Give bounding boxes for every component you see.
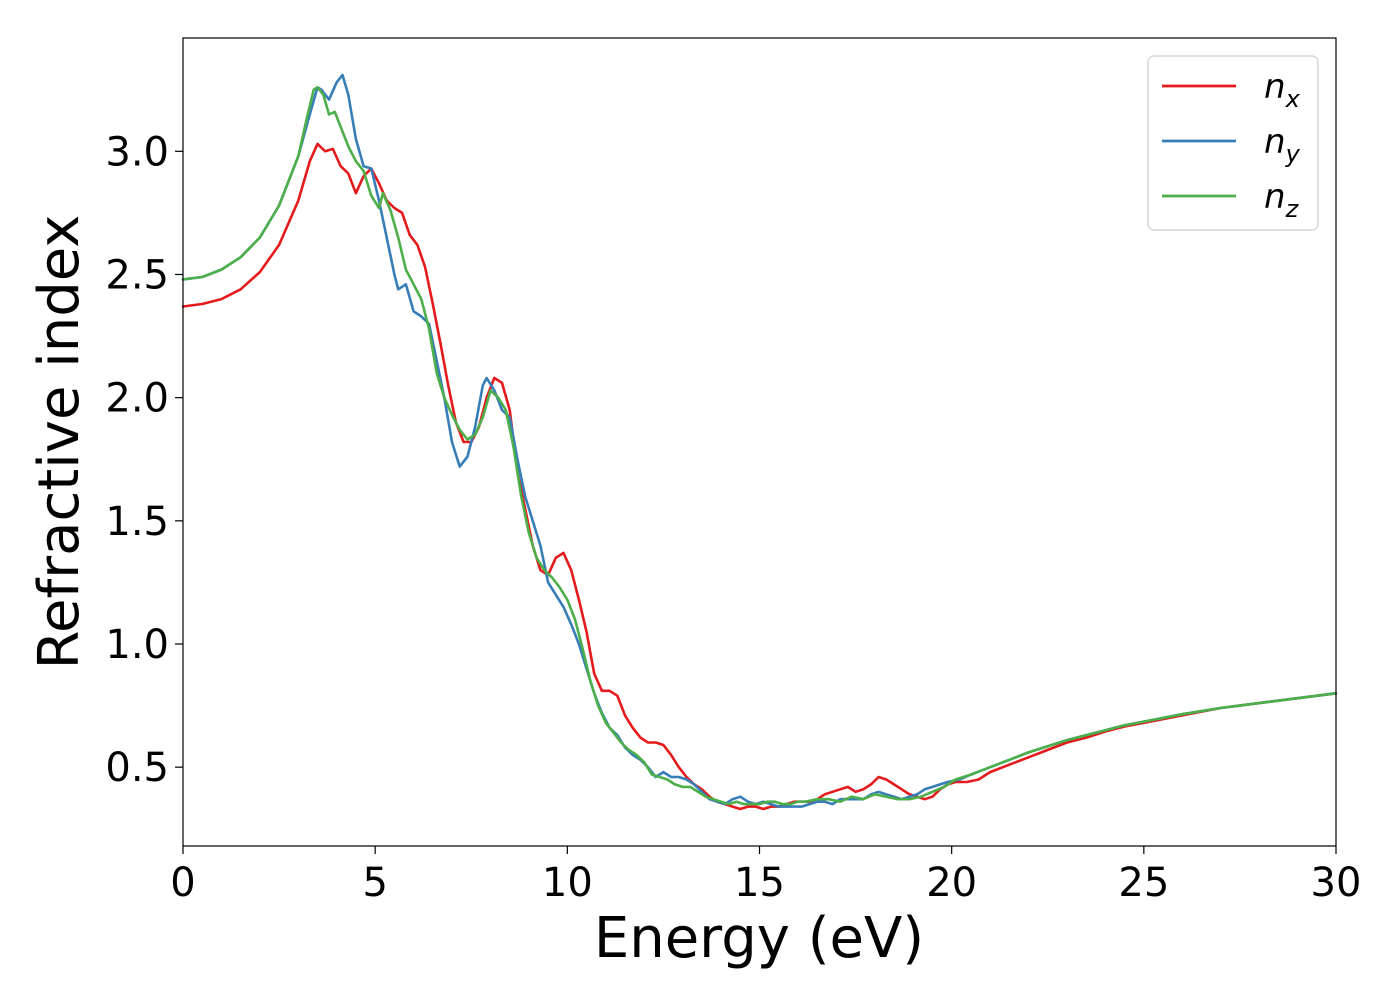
x-tick-label: 5 [362, 860, 387, 906]
x-axis-ticks: 0 5 10 15 20 25 30 [170, 846, 1361, 906]
legend-label-ny: ny [1264, 122, 1301, 168]
x-tick-label: 25 [1118, 860, 1169, 906]
x-tick-label: 30 [1311, 860, 1362, 906]
legend-box [1147, 55, 1319, 231]
series-line-nz [181, 86, 1338, 806]
x-axis-label: Energy (eV) [594, 906, 924, 971]
series-layer [181, 73, 1338, 811]
x-tick-label: 20 [926, 860, 977, 906]
y-axis-ticks: 0.5 1.0 1.5 2.0 2.5 3.0 [105, 129, 183, 791]
x-tick-label: 10 [542, 860, 593, 906]
legend-items: nx ny nz [1162, 67, 1301, 223]
y-tick-label: 1.5 [105, 499, 169, 545]
y-tick-label: 2.0 [105, 376, 169, 422]
series-line-nx [181, 142, 1338, 811]
legend: nx ny nz [1147, 55, 1319, 231]
x-tick-label: 15 [734, 860, 785, 906]
legend-label-nx: nx [1264, 67, 1301, 113]
y-tick-label: 3.0 [105, 129, 169, 175]
y-tick-label: 2.5 [105, 252, 169, 298]
y-tick-label: 0.5 [105, 745, 169, 791]
legend-label-nz: nz [1264, 177, 1300, 223]
x-tick-label: 0 [170, 860, 195, 906]
y-tick-label: 1.0 [105, 622, 169, 668]
y-axis-label: Refractive index [27, 215, 92, 670]
